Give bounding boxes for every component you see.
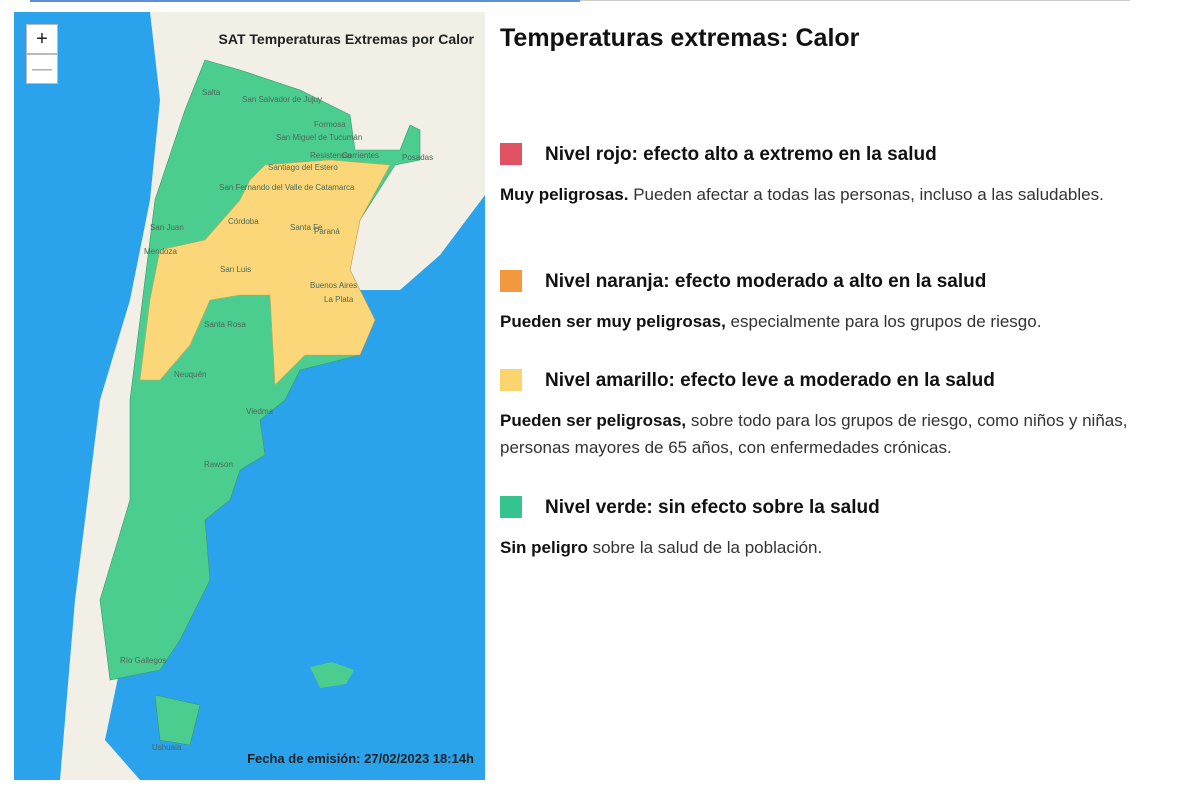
place-label: La Plata bbox=[324, 295, 354, 304]
level: Nivel rojo: efecto alto a extremo en la … bbox=[500, 143, 1150, 208]
place-label: Paraná bbox=[314, 227, 340, 236]
level-name: Nivel rojo: efecto alto a extremo en la … bbox=[545, 144, 937, 165]
top-rule bbox=[580, 0, 1130, 1]
level-lead: Pueden ser peligrosas, bbox=[500, 411, 687, 430]
place-label: Santa Fe bbox=[290, 223, 323, 232]
place-label: Corrientes bbox=[342, 151, 379, 160]
level-text: Pueden afectar a todas las personas, inc… bbox=[628, 185, 1104, 204]
place-label: San Miguel de Tucumán bbox=[276, 133, 362, 142]
level-name: Nivel verde: sin efecto sobre la salud bbox=[545, 497, 880, 518]
malvinas bbox=[310, 662, 354, 688]
zoom-in[interactable]: + bbox=[26, 24, 58, 54]
level-name: Nivel amarillo: efecto leve a moderado e… bbox=[545, 370, 995, 391]
place-labels: Salta San Salvador de Jujuy Formosa San Mig… bbox=[120, 88, 433, 752]
place-label: Viedma bbox=[246, 407, 274, 416]
place-label: San Juan bbox=[150, 223, 184, 232]
level-description: Sin peligro sobre la salud de la poblaci… bbox=[500, 534, 1150, 561]
place-label: Formosa bbox=[314, 120, 346, 129]
map: SAT Temperaturas Extremas por Calor Fech… bbox=[14, 12, 485, 780]
place-label: Río Gallegos bbox=[120, 656, 166, 665]
place-label: Ushuaia bbox=[152, 743, 182, 752]
level-swatch bbox=[500, 143, 522, 165]
level-description: Pueden ser peligrosas, sobre todo para l… bbox=[500, 407, 1150, 461]
place-label: Buenos Aires bbox=[310, 281, 357, 290]
region-yellow bbox=[139, 159, 391, 386]
level-swatch bbox=[500, 369, 522, 391]
place-label: Neuquén bbox=[174, 370, 206, 379]
place-label: Santa Rosa bbox=[204, 320, 246, 329]
place-label: Salta bbox=[202, 88, 221, 97]
place-label: San Luis bbox=[220, 265, 251, 274]
level-swatch bbox=[500, 270, 522, 292]
level-text: sobre todo para los grupos de riesgo, co… bbox=[500, 411, 1128, 457]
map-footer: Fecha de emisión: 27/02/2023 18:14h bbox=[247, 751, 474, 766]
tierra-del-fuego bbox=[154, 694, 201, 746]
zoom-out[interactable]: — bbox=[26, 54, 58, 84]
level-lead: Pueden ser muy peligrosas, bbox=[500, 312, 726, 331]
panel-title: Temperaturas extremas: Calor bbox=[500, 24, 860, 52]
level: Nivel amarillo: efecto leve a moderado e… bbox=[500, 369, 1150, 461]
place-label: Rawson bbox=[204, 460, 233, 469]
level-text: especialmente para los grupos de riesgo. bbox=[725, 312, 1042, 331]
place-label: San Salvador de Jujuy bbox=[242, 95, 322, 104]
place-label: Resistencia bbox=[310, 151, 352, 160]
level: Nivel naranja: efecto moderado a alto en… bbox=[500, 270, 1150, 335]
level-description: Pueden ser muy peligrosas, especialmente… bbox=[500, 308, 1150, 335]
place-label: Posadas bbox=[402, 153, 433, 162]
level-name: Nivel naranja: efecto moderado a alto en… bbox=[545, 271, 987, 292]
place-label: Córdoba bbox=[228, 217, 259, 226]
level-description: Muy peligrosas. Pueden afectar a todas l… bbox=[500, 181, 1150, 208]
place-label: Santiago del Estero bbox=[268, 163, 338, 172]
level-text: sobre la salud de la población. bbox=[587, 538, 823, 557]
level-swatch bbox=[500, 496, 522, 518]
map-title: SAT Temperaturas Extremas por Calor bbox=[219, 31, 475, 47]
level-lead: Muy peligrosas. bbox=[500, 185, 629, 204]
top-bar bbox=[30, 0, 580, 2]
place-label: Mendoza bbox=[144, 247, 177, 256]
place-label: San Fernando del Valle de Catamarca bbox=[219, 183, 355, 192]
level: Nivel verde: sin efecto sobre la salud Si… bbox=[500, 496, 1150, 561]
level-lead: Sin peligro bbox=[500, 538, 588, 557]
